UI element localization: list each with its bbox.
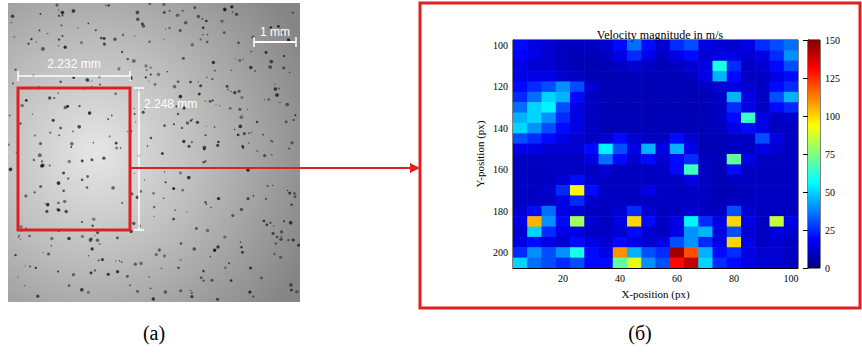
svg-text:1 mm: 1 mm — [260, 25, 290, 39]
svg-text:50: 50 — [825, 187, 835, 198]
svg-text:100: 100 — [783, 273, 798, 284]
svg-text:0: 0 — [825, 263, 830, 274]
svg-text:200: 200 — [493, 247, 508, 258]
svg-text:X-position (px): X-position (px) — [621, 288, 689, 301]
svg-text:80: 80 — [729, 273, 739, 284]
svg-text:2.248 mm: 2.248 mm — [144, 97, 197, 111]
svg-text:(б): (б) — [628, 322, 652, 345]
svg-text:180: 180 — [493, 206, 508, 217]
svg-text:Y-position (px): Y-position (px) — [474, 120, 487, 187]
svg-text:120: 120 — [493, 81, 508, 92]
svg-text:2.232 mm: 2.232 mm — [47, 57, 100, 71]
svg-text:60: 60 — [672, 273, 682, 284]
svg-text:100: 100 — [825, 111, 840, 122]
svg-text:40: 40 — [615, 273, 625, 284]
svg-text:25: 25 — [825, 225, 835, 236]
svg-text:150: 150 — [825, 35, 840, 46]
svg-text:20: 20 — [558, 273, 568, 284]
svg-text:75: 75 — [825, 149, 835, 160]
svg-text:Velocity magnitude in m/s: Velocity magnitude in m/s — [597, 28, 724, 42]
svg-text:125: 125 — [825, 73, 840, 84]
svg-text:(a): (a) — [143, 322, 165, 345]
svg-text:160: 160 — [493, 164, 508, 175]
svg-text:140: 140 — [493, 123, 508, 134]
svg-text:100: 100 — [493, 40, 508, 51]
